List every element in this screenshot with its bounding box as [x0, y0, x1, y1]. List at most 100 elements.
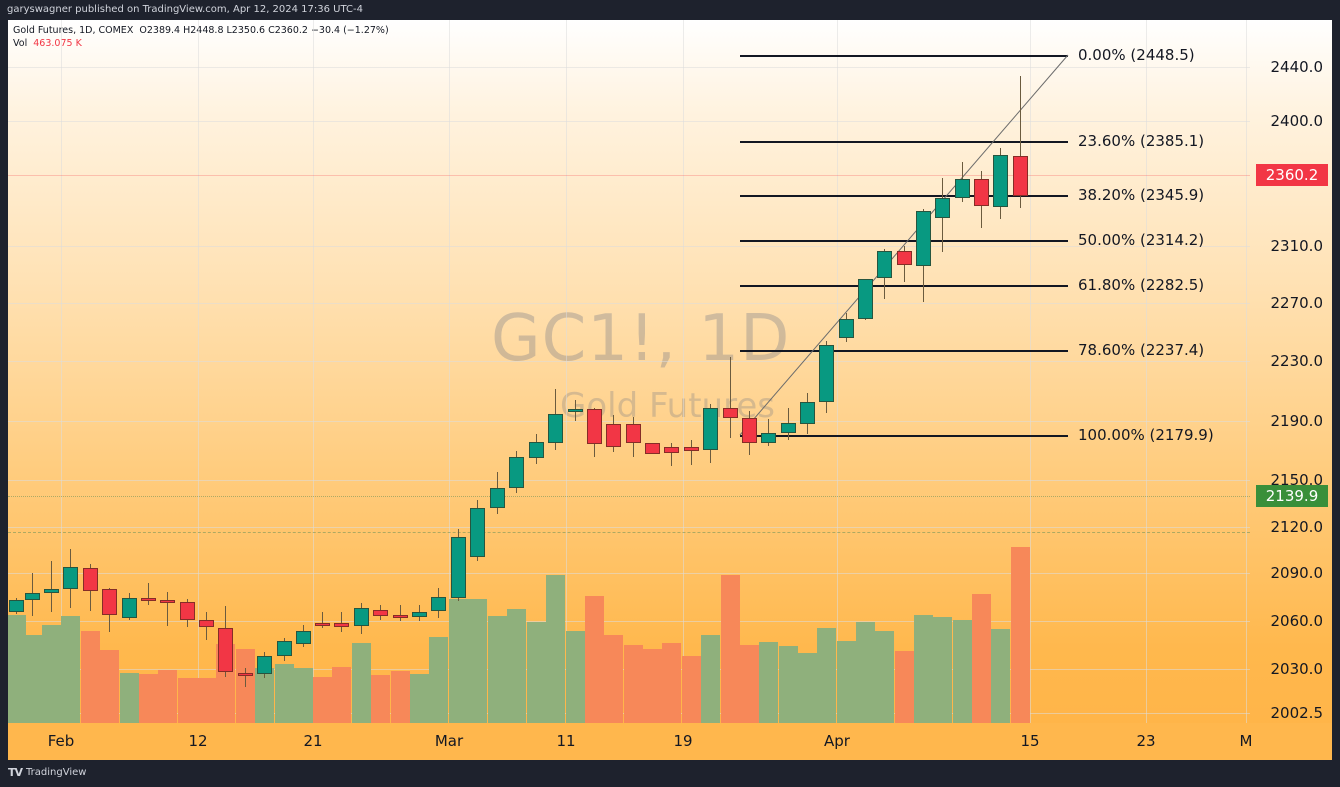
candle-body: [703, 408, 718, 450]
volume-bar: [488, 616, 507, 723]
volume-bar: [662, 643, 681, 723]
fib-level-line[interactable]: [740, 435, 1068, 437]
candle-wick: [167, 592, 168, 626]
volume-bar: [527, 622, 546, 723]
volume-bar: [624, 645, 643, 723]
candle-body: [955, 179, 970, 198]
candle-body: [993, 155, 1008, 207]
volume-bar: [313, 677, 332, 723]
price-axis-label: 2060.0: [1270, 612, 1324, 630]
volume-bar: [120, 673, 139, 723]
time-axis-label: Feb: [47, 732, 75, 750]
fib-level-label: 50.00% (2314.2): [1078, 231, 1205, 249]
candle-body: [529, 442, 544, 458]
grid-line-horizontal: [8, 246, 1250, 247]
candle-wick: [1020, 76, 1021, 208]
candle-body: [354, 608, 369, 626]
volume-bar: [507, 609, 526, 723]
legend-ohlc: O2389.4 H2448.8 L2350.6 C2360.2 −30.4 (−…: [139, 25, 389, 36]
price-axis-label: 2030.0: [1270, 660, 1324, 678]
candle-body: [568, 409, 583, 412]
grid-line-vertical: [1246, 20, 1247, 723]
volume-bar: [604, 635, 623, 723]
candle-body: [606, 424, 621, 447]
grid-line-horizontal: [8, 67, 1250, 68]
candle-body: [858, 279, 873, 319]
candle-body: [451, 537, 466, 598]
candle-body: [63, 567, 78, 589]
volume-bar: [139, 674, 158, 723]
time-axis-label: 21: [303, 732, 323, 750]
grid-line-vertical: [449, 20, 450, 723]
candle-body: [199, 620, 214, 627]
candle-body: [723, 408, 738, 418]
price-axis-label: 2090.0: [1270, 564, 1324, 582]
fib-level-label: 61.80% (2282.5): [1078, 276, 1205, 294]
candle-body: [916, 211, 931, 266]
volume-bar: [352, 643, 371, 723]
last-price-line: [8, 175, 1250, 176]
volume-bar: [721, 575, 740, 723]
price-axis-label: 2120.0: [1270, 518, 1324, 536]
fib-level-label: 78.60% (2237.4): [1078, 341, 1205, 359]
chart-pane[interactable]: Gold Futures, 1D, COMEX O2389.4 H2448.8 …: [8, 20, 1332, 760]
time-axis-label: 23: [1136, 732, 1156, 750]
volume-bar: [798, 653, 817, 723]
price-axis-label: 2190.0: [1270, 412, 1324, 430]
time-axis-label: Mar: [434, 732, 464, 750]
candle-body: [44, 589, 59, 593]
candle-body: [373, 610, 388, 616]
fib-level-line[interactable]: [740, 350, 1068, 352]
reference-line: [8, 532, 1250, 533]
volume-bar: [837, 641, 856, 723]
candle-wick: [730, 357, 731, 438]
volume-bar: [740, 645, 759, 723]
tradingview-logo-icon: TV: [8, 766, 23, 779]
price-axis-label: 2230.0: [1270, 352, 1324, 370]
volume-bar: [332, 667, 351, 723]
candle-body: [25, 593, 40, 600]
time-axis-label: 15: [1020, 732, 1040, 750]
candle-wick: [691, 440, 692, 465]
fib-level-line[interactable]: [740, 141, 1068, 143]
candle-wick: [148, 583, 149, 605]
candle-body: [664, 447, 679, 453]
volume-bar: [991, 629, 1010, 723]
grid-line-horizontal: [8, 121, 1250, 122]
watermark-symbol: GC1!, 1D: [491, 302, 791, 376]
grid-line-horizontal: [8, 303, 1250, 304]
candle-body: [9, 600, 24, 612]
candle-body: [412, 612, 427, 617]
price-axis[interactable]: 2440.0 2400.0 2310.0 2270.0 2230.0 2190.0 2150…: [1250, 20, 1332, 760]
volume-bar: [856, 622, 875, 723]
volume-bar: [61, 616, 80, 723]
volume-bar: [914, 615, 933, 723]
candle-wick: [51, 561, 52, 612]
candle-body: [160, 600, 175, 603]
candle-body: [781, 423, 796, 433]
price-axis-label: 2150.0: [1270, 471, 1324, 489]
candle-body: [122, 598, 137, 618]
price-axis-label: 2002.5: [1270, 704, 1324, 722]
candle-body: [470, 508, 485, 557]
volume-bar: [294, 668, 313, 723]
candle-body: [141, 598, 156, 601]
candle-body: [102, 589, 117, 615]
candle-wick: [322, 612, 323, 628]
time-axis-label: Apr: [824, 732, 850, 750]
volume-bar: [8, 615, 26, 723]
fib-level-line[interactable]: [740, 55, 1068, 57]
brand-name: TradingView: [26, 767, 87, 778]
price-axis-label: 2400.0: [1270, 112, 1324, 130]
time-axis-label: 12: [188, 732, 208, 750]
time-axis-label: 19: [673, 732, 693, 750]
grid-line-vertical: [566, 20, 567, 723]
volume-bar: [953, 620, 972, 723]
fib-level-label: 23.60% (2385.1): [1078, 132, 1205, 150]
candle-body: [877, 251, 892, 278]
fib-level-line[interactable]: [740, 240, 1068, 242]
plot-area[interactable]: Gold Futures, 1D, COMEX O2389.4 H2448.8 …: [8, 20, 1250, 760]
fib-level-line[interactable]: [740, 285, 1068, 287]
candle-body: [431, 597, 446, 611]
grid-line-vertical: [1146, 20, 1147, 723]
